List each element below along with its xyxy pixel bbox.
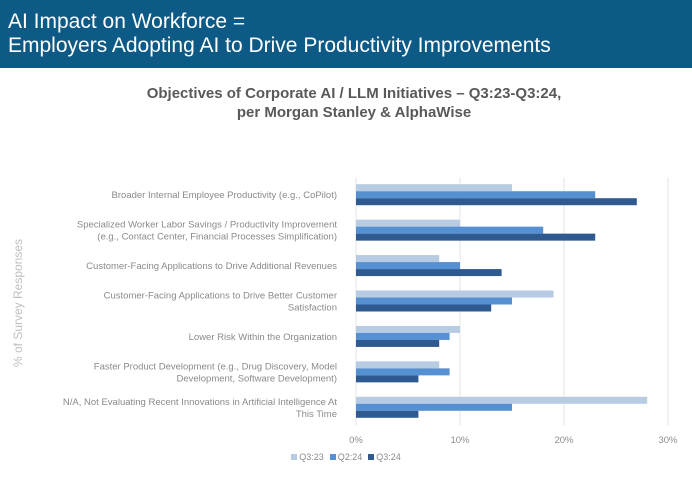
legend-item: Q3:23 [291, 452, 324, 462]
category-label: Customer-Facing Applications to Drive Be… [104, 291, 337, 314]
y-axis-label: % of Survey Responses [11, 238, 25, 368]
bar [356, 297, 512, 305]
x-tick-label: 30% [658, 435, 678, 446]
bar [356, 198, 637, 206]
chart-title: Objectives of Corporate AI / LLM Initiat… [0, 84, 692, 122]
header-title-line2: Employers Adopting AI to Drive Productiv… [8, 34, 551, 57]
legend-label: Q3:24 [376, 452, 401, 462]
category-label: Broader Internal Employee Productivity (… [112, 190, 337, 201]
bar [356, 226, 544, 234]
x-tick-labels: 0% 10% 20% 30% [349, 435, 678, 446]
bar [356, 361, 440, 369]
header-banner: AI Impact on Workforce = Employers Adopt… [0, 0, 692, 68]
bar [356, 233, 596, 241]
bar [356, 403, 512, 411]
category-label: Specialized Worker Labor Savings / Produ… [77, 220, 337, 243]
header-title-line1: AI Impact on Workforce = [8, 10, 246, 33]
category-label: Faster Product Development (e.g., Drug D… [94, 361, 337, 384]
category-label: Customer-Facing Applications to Drive Ad… [86, 261, 337, 272]
legend-item: Q2:24 [329, 452, 363, 462]
legend-swatch [329, 454, 336, 460]
category-label: N/A, Not Evaluating Recent Innovations i… [63, 397, 337, 420]
legend-label: Q3:23 [299, 452, 324, 462]
bar [356, 304, 492, 312]
legend-label: Q2:24 [337, 452, 363, 462]
bar [356, 396, 648, 404]
bar [356, 255, 440, 263]
x-tick-label: 0% [349, 435, 363, 446]
bar [356, 184, 512, 192]
bar [356, 339, 440, 347]
bar [356, 368, 450, 376]
x-tick-label: 10% [450, 435, 470, 446]
bar [356, 269, 502, 277]
bar [356, 290, 554, 298]
chart-title-line2: per Morgan Stanley & AlphaWise [236, 104, 472, 121]
category-label: Lower Risk Within the Organization [189, 332, 337, 343]
legend-swatch [368, 454, 375, 460]
bar [356, 325, 460, 333]
bar [356, 332, 450, 340]
bar [356, 375, 419, 383]
bar [356, 410, 419, 418]
x-tick-label: 20% [554, 435, 574, 446]
chart-bars [356, 184, 648, 418]
chart-legend: Q3:23 Q2:24 Q3:24 [0, 452, 692, 462]
bar [356, 191, 596, 199]
legend-swatch [291, 454, 298, 460]
category-labels: Broader Internal Employee Productivity (… [63, 190, 337, 420]
bar [356, 219, 460, 227]
chart-title-line1: Objectives of Corporate AI / LLM Initiat… [146, 85, 562, 102]
legend-item: Q3:24 [368, 452, 401, 462]
bar [356, 262, 460, 270]
